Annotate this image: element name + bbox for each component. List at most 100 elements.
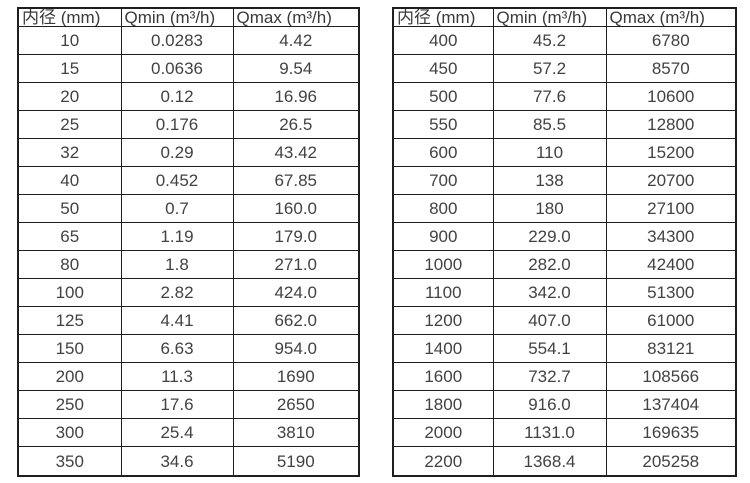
cell-inner-diameter: 500 [392, 82, 494, 112]
cell-qmin: 25.4 [120, 418, 234, 448]
cell-qmin: 77.6 [492, 82, 607, 112]
table-row: 1400 554.1 83121 [392, 334, 737, 364]
cell-qmax: 424.0 [232, 278, 360, 308]
cell-qmax: 2650 [232, 390, 360, 420]
cell-qmin: 732.7 [492, 362, 607, 392]
cell-qmin: 1.19 [120, 222, 234, 252]
cell-inner-diameter: 1100 [392, 278, 494, 308]
cell-qmin: 0.452 [120, 166, 234, 196]
table-row: 1600 732.7 108566 [392, 362, 737, 392]
cell-qmax: 4.42 [232, 25, 360, 56]
cell-qmax: 26.5 [232, 110, 360, 140]
cell-qmin: 180 [492, 194, 607, 224]
table-row: 200 11.3 1690 [17, 362, 360, 392]
cell-qmax: 12800 [605, 110, 737, 140]
cell-qmin: 554.1 [492, 334, 607, 364]
cell-inner-diameter: 550 [392, 110, 494, 140]
table-body: 10 0.0283 4.42 15 0.0636 9.54 20 0.12 16… [17, 25, 360, 477]
table-row: 350 34.6 5190 [17, 446, 360, 477]
cell-qmin: 282.0 [492, 250, 607, 280]
table-row: 10 0.0283 4.42 [17, 25, 360, 56]
cell-inner-diameter: 450 [392, 54, 494, 84]
cell-qmin: 0.12 [120, 82, 234, 112]
cell-inner-diameter: 700 [392, 166, 494, 196]
table-row: 800 180 27100 [392, 194, 737, 224]
table-row: 32 0.29 43.42 [17, 138, 360, 168]
cell-qmax: 5190 [232, 446, 360, 477]
cell-qmin: 0.0636 [120, 54, 234, 84]
header-row: 内径 (mm) Qmin (m³/h) Qmax (m³/h) [17, 7, 360, 27]
cell-qmax: 108566 [605, 362, 737, 392]
cell-qmin: 1131.0 [492, 418, 607, 448]
cell-qmax: 205258 [605, 446, 737, 477]
cell-inner-diameter: 100 [17, 278, 122, 308]
table-row: 65 1.19 179.0 [17, 222, 360, 252]
cell-qmax: 15200 [605, 138, 737, 168]
cell-qmin: 0.0283 [120, 25, 234, 56]
cell-qmax: 160.0 [232, 194, 360, 224]
cell-inner-diameter: 32 [17, 138, 122, 168]
table-row: 400 45.2 6780 [392, 25, 737, 56]
table-row: 250 17.6 2650 [17, 390, 360, 420]
cell-qmin: 138 [492, 166, 607, 196]
cell-qmax: 20700 [605, 166, 737, 196]
cell-qmin: 0.7 [120, 194, 234, 224]
cell-qmax: 6780 [605, 25, 737, 56]
cell-qmax: 34300 [605, 222, 737, 252]
cell-qmax: 3810 [232, 418, 360, 448]
cell-qmin: 229.0 [492, 222, 607, 252]
cell-qmin: 110 [492, 138, 607, 168]
cell-qmax: 51300 [605, 278, 737, 308]
cell-qmin: 2.82 [120, 278, 234, 308]
cell-qmax: 662.0 [232, 306, 360, 336]
cell-inner-diameter: 200 [17, 362, 122, 392]
cell-inner-diameter: 900 [392, 222, 494, 252]
cell-inner-diameter: 300 [17, 418, 122, 448]
table-row: 20 0.12 16.96 [17, 82, 360, 112]
cell-inner-diameter: 50 [17, 194, 122, 224]
cell-inner-diameter: 125 [17, 306, 122, 336]
cell-inner-diameter: 80 [17, 250, 122, 280]
header-qmax: Qmax (m³/h) [232, 7, 360, 27]
table-row: 450 57.2 8570 [392, 54, 737, 84]
cell-inner-diameter: 1200 [392, 306, 494, 336]
cell-inner-diameter: 15 [17, 54, 122, 84]
cell-inner-diameter: 20 [17, 82, 122, 112]
cell-qmax: 8570 [605, 54, 737, 84]
table-row: 550 85.5 12800 [392, 110, 737, 140]
header-row: 内径 (mm) Qmin (m³/h) Qmax (m³/h) [392, 7, 737, 27]
cell-qmax: 83121 [605, 334, 737, 364]
cell-inner-diameter: 65 [17, 222, 122, 252]
cell-inner-diameter: 40 [17, 166, 122, 196]
cell-qmax: 137404 [605, 390, 737, 420]
cell-inner-diameter: 150 [17, 334, 122, 364]
header-qmax: Qmax (m³/h) [605, 7, 737, 27]
cell-qmin: 45.2 [492, 25, 607, 56]
table-row: 900 229.0 34300 [392, 222, 737, 252]
cell-qmax: 179.0 [232, 222, 360, 252]
table-row: 150 6.63 954.0 [17, 334, 360, 364]
cell-qmin: 0.176 [120, 110, 234, 140]
table-row: 1100 342.0 51300 [392, 278, 737, 308]
table-row: 125 4.41 662.0 [17, 306, 360, 336]
table-row: 1000 282.0 42400 [392, 250, 737, 280]
cell-qmax: 27100 [605, 194, 737, 224]
table-row: 50 0.7 160.0 [17, 194, 360, 224]
cell-qmin: 342.0 [492, 278, 607, 308]
cell-qmax: 271.0 [232, 250, 360, 280]
cell-inner-diameter: 1600 [392, 362, 494, 392]
cell-qmax: 42400 [605, 250, 737, 280]
cell-qmax: 16.96 [232, 82, 360, 112]
cell-inner-diameter: 1800 [392, 390, 494, 420]
cell-inner-diameter: 2000 [392, 418, 494, 448]
cell-qmax: 954.0 [232, 334, 360, 364]
cell-qmax: 61000 [605, 306, 737, 336]
cell-inner-diameter: 10 [17, 25, 122, 56]
header-inner-diameter: 内径 (mm) [17, 7, 122, 27]
table-row: 80 1.8 271.0 [17, 250, 360, 280]
cell-qmax: 9.54 [232, 54, 360, 84]
table-row: 40 0.452 67.85 [17, 166, 360, 196]
header-qmin: Qmin (m³/h) [120, 7, 234, 27]
header-inner-diameter: 内径 (mm) [392, 7, 494, 27]
